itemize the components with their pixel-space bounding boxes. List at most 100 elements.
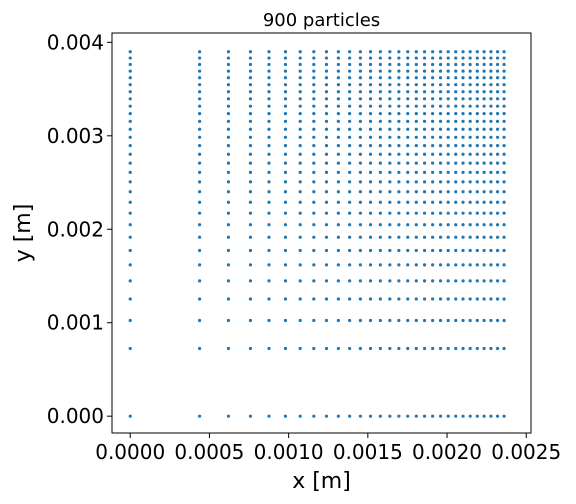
data-point (128, 170, 132, 174)
data-point (378, 263, 382, 267)
data-point (378, 50, 382, 54)
data-point (388, 170, 392, 174)
data-point (378, 200, 382, 204)
data-point (348, 263, 352, 267)
data-point (475, 211, 479, 215)
data-point (226, 69, 231, 73)
data-point (198, 56, 202, 60)
data-point (248, 170, 253, 174)
data-point (422, 90, 427, 94)
data-point (489, 235, 493, 239)
data-point (414, 83, 418, 87)
data-point (446, 50, 450, 54)
data-point (468, 90, 472, 94)
data-point (495, 152, 500, 156)
data-point (226, 104, 231, 108)
data-point (226, 180, 231, 184)
data-point (414, 200, 418, 204)
data-point (431, 263, 435, 267)
data-point (406, 180, 410, 184)
data-point (468, 211, 472, 215)
data-point (348, 112, 352, 116)
data-point (489, 90, 493, 94)
data-point (454, 56, 458, 60)
data-point (248, 161, 253, 165)
data-point (397, 346, 401, 351)
data-point (454, 318, 458, 323)
data-point (298, 180, 302, 184)
data-point (388, 211, 392, 215)
data-point (495, 112, 500, 116)
data-point (468, 62, 472, 67)
data-point (324, 69, 329, 73)
data-point (248, 152, 253, 156)
data-point (248, 83, 253, 87)
data-point (128, 62, 132, 67)
data-point (414, 135, 418, 139)
data-point (128, 83, 132, 87)
data-point (348, 414, 352, 418)
data-point (468, 97, 472, 101)
data-point (482, 76, 486, 80)
data-point (378, 161, 382, 165)
data-point (489, 144, 493, 148)
data-point (489, 211, 493, 215)
data-point (475, 318, 479, 323)
data-point (502, 170, 506, 174)
data-point (502, 97, 506, 101)
data-point (431, 346, 435, 351)
data-points (128, 50, 506, 418)
data-point (397, 200, 401, 204)
data-point (358, 170, 362, 174)
data-point (475, 190, 479, 194)
data-point (482, 50, 486, 54)
data-point (438, 248, 443, 253)
data-point (475, 56, 479, 60)
data-point (283, 263, 288, 267)
data-point (446, 76, 450, 80)
data-point (495, 56, 500, 60)
data-point (475, 170, 479, 174)
data-point (298, 248, 302, 253)
data-point (422, 297, 427, 301)
data-point (502, 161, 506, 165)
data-point (248, 318, 253, 323)
data-point (468, 144, 472, 148)
data-point (431, 135, 435, 139)
data-point (461, 50, 465, 54)
data-point (283, 144, 288, 148)
data-point (312, 127, 316, 131)
data-point (454, 97, 458, 101)
data-point (312, 135, 316, 139)
data-point (475, 152, 479, 156)
data-point (128, 119, 132, 123)
data-point (378, 90, 382, 94)
data-point (422, 170, 427, 174)
data-point (468, 161, 472, 165)
data-point (128, 152, 132, 156)
data-point (482, 112, 486, 116)
data-point (438, 97, 443, 101)
y-tick-label: 0.001 (47, 311, 104, 335)
data-point (422, 50, 427, 54)
data-point (248, 69, 253, 73)
data-point (267, 297, 271, 301)
data-point (388, 297, 392, 301)
data-point (446, 235, 450, 239)
data-point (468, 76, 472, 80)
data-point (324, 135, 329, 139)
data-point (468, 318, 472, 323)
data-point (388, 127, 392, 131)
data-point (267, 69, 271, 73)
data-point (283, 50, 288, 54)
data-point (324, 170, 329, 174)
data-point (298, 104, 302, 108)
data-point (358, 346, 362, 351)
data-point (406, 414, 410, 418)
data-point (368, 263, 373, 267)
data-point (438, 127, 443, 131)
data-point (414, 190, 418, 194)
data-point (358, 135, 362, 139)
data-point (502, 414, 506, 418)
data-point (198, 62, 202, 67)
